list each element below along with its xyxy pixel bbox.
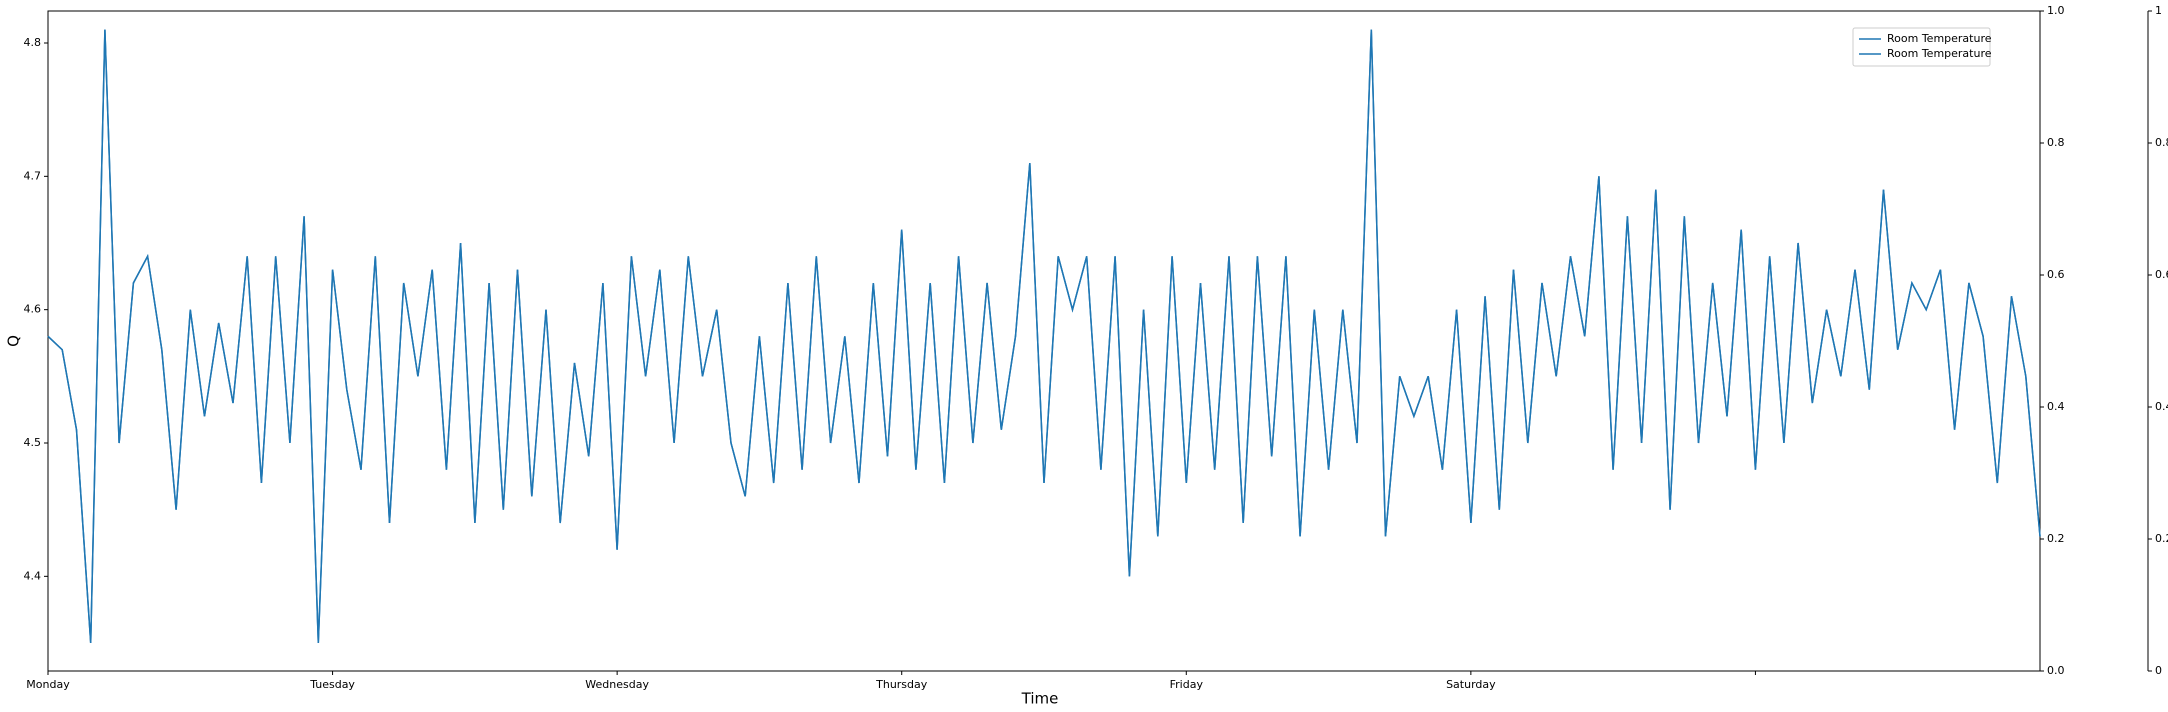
y2ticks-label: 0.6: [2047, 268, 2065, 281]
y3ticks-label: 0.8: [2155, 136, 2168, 149]
y3ticks-label: 0.6: [2155, 268, 2168, 281]
legend-box: [1852, 27, 1991, 67]
yticks-label: 4.8: [24, 36, 42, 49]
y3ticks-label: 0.2: [2155, 532, 2168, 545]
yticks-label: 4.5: [24, 436, 42, 449]
y2ticks-label: 0.8: [2047, 136, 2065, 149]
y2ticks-label: 0.0: [2047, 664, 2065, 677]
yticks-label: 4.6: [24, 303, 42, 316]
y2ticks-label: 0.2: [2047, 532, 2065, 545]
y3ticks-label: 0: [2155, 664, 2162, 677]
y2ticks-label: 0.4: [2047, 400, 2065, 413]
x-tick-label: Monday: [26, 678, 70, 691]
x-tick-label: Saturday: [1446, 678, 1496, 691]
x-tick-label: Friday: [1170, 678, 1204, 691]
x-axis-label: Time: [1021, 690, 1059, 708]
legend-label: Room Temperature: [1887, 32, 1992, 45]
x-tick-label: Wednesday: [585, 678, 649, 691]
legend-label: Room Temperature: [1887, 47, 1992, 60]
yticks-label: 4.4: [24, 569, 42, 582]
y3ticks-label: 1: [2155, 4, 2162, 17]
y3ticks-label: 0.4: [2155, 400, 2168, 413]
plot-frame: [47, 10, 2041, 672]
data-line: [47, 29, 2041, 644]
y2ticks-label: 1.0: [2047, 4, 2065, 17]
x-tick-label: Thursday: [875, 678, 928, 691]
data-line: [47, 29, 2041, 644]
yticks-label: 4.7: [24, 169, 42, 182]
y-axis-label: Q: [5, 335, 23, 347]
x-tick-label: Tuesday: [309, 678, 355, 691]
